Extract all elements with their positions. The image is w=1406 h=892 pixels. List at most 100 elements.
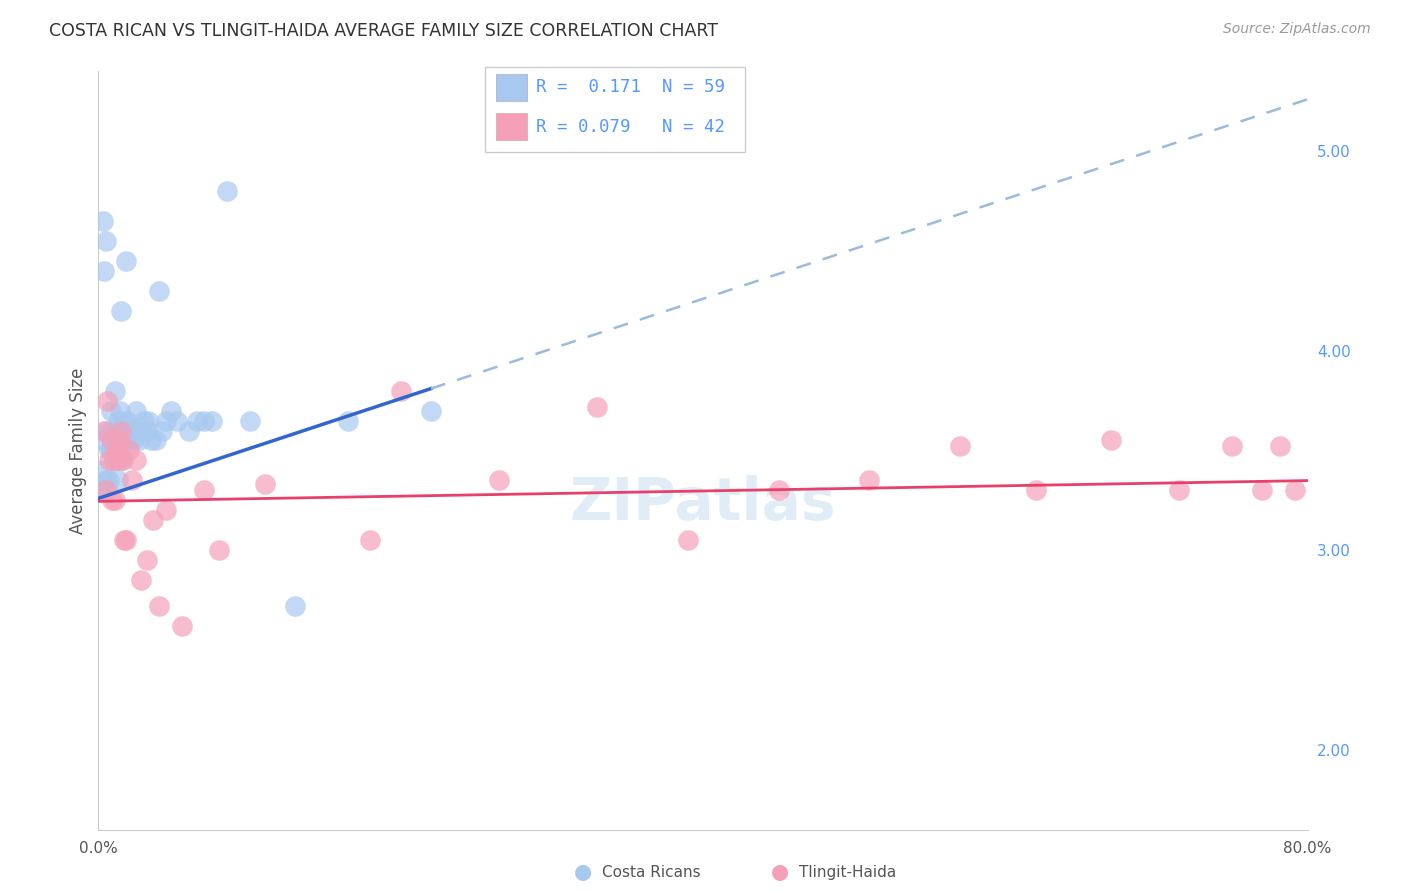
- Point: [111, 453, 134, 467]
- Point: [101, 434, 124, 448]
- Point: [112, 424, 135, 438]
- Point: [91, 214, 114, 228]
- Point: [129, 573, 152, 587]
- Point: [125, 453, 148, 467]
- Point: [108, 434, 131, 448]
- Point: [93, 424, 115, 438]
- Point: [1168, 483, 1191, 498]
- Point: [98, 453, 121, 467]
- Point: [135, 424, 157, 438]
- Point: [96, 424, 118, 438]
- Point: [1251, 483, 1274, 498]
- Point: [108, 403, 131, 417]
- Point: [1284, 483, 1306, 498]
- Point: [104, 384, 127, 398]
- Point: [100, 443, 122, 458]
- Point: [120, 434, 142, 448]
- Point: [107, 453, 129, 467]
- Point: [488, 474, 510, 488]
- Point: [135, 553, 157, 567]
- Point: [100, 434, 122, 448]
- Text: R = 0.079   N = 42: R = 0.079 N = 42: [536, 118, 724, 136]
- Point: [170, 619, 193, 633]
- Point: [336, 413, 359, 427]
- Point: [98, 474, 121, 488]
- Point: [112, 533, 135, 548]
- Point: [125, 403, 148, 417]
- Point: [215, 184, 238, 198]
- Text: ●: ●: [772, 863, 789, 882]
- Point: [179, 424, 201, 438]
- Point: [186, 413, 208, 427]
- Text: ●: ●: [575, 863, 592, 882]
- Point: [1270, 440, 1292, 454]
- Text: Tlingit-Haida: Tlingit-Haida: [799, 865, 896, 880]
- Point: [586, 400, 609, 414]
- Point: [121, 424, 143, 438]
- Point: [105, 434, 128, 448]
- Point: [1024, 483, 1046, 498]
- Point: [122, 434, 145, 448]
- Point: [110, 424, 132, 438]
- Point: [115, 413, 138, 427]
- Point: [128, 434, 150, 448]
- Point: [155, 413, 177, 427]
- Point: [108, 443, 131, 458]
- Point: [949, 440, 972, 454]
- Point: [105, 453, 128, 467]
- Text: COSTA RICAN VS TLINGIT-HAIDA AVERAGE FAMILY SIZE CORRELATION CHART: COSTA RICAN VS TLINGIT-HAIDA AVERAGE FAM…: [49, 22, 718, 40]
- Point: [104, 443, 127, 458]
- Point: [111, 434, 134, 448]
- Text: Source: ZipAtlas.com: Source: ZipAtlas.com: [1223, 22, 1371, 37]
- Point: [96, 483, 118, 498]
- Point: [94, 483, 117, 498]
- Point: [100, 403, 122, 417]
- Point: [98, 443, 121, 458]
- Point: [118, 443, 141, 458]
- Point: [208, 543, 231, 558]
- Text: Costa Ricans: Costa Ricans: [602, 865, 700, 880]
- Point: [284, 599, 307, 613]
- Text: R =  0.171  N = 59: R = 0.171 N = 59: [536, 78, 724, 96]
- Point: [121, 474, 143, 488]
- Point: [160, 403, 183, 417]
- Point: [858, 474, 880, 488]
- Point: [118, 424, 141, 438]
- Point: [1220, 440, 1243, 454]
- Point: [101, 493, 124, 508]
- Point: [114, 253, 136, 268]
- Point: [103, 434, 125, 448]
- Point: [110, 303, 132, 318]
- Point: [389, 384, 412, 398]
- Point: [101, 424, 124, 438]
- Point: [107, 413, 129, 427]
- Point: [768, 483, 790, 498]
- Point: [93, 463, 115, 477]
- Point: [420, 403, 443, 417]
- Point: [103, 453, 125, 467]
- Point: [676, 533, 699, 548]
- Point: [96, 393, 118, 408]
- Point: [90, 483, 112, 498]
- Point: [114, 533, 136, 548]
- Point: [193, 413, 215, 427]
- Point: [107, 474, 129, 488]
- Point: [132, 413, 155, 427]
- Point: [253, 477, 276, 491]
- Point: [141, 434, 163, 448]
- Point: [114, 434, 136, 448]
- Point: [136, 413, 159, 427]
- Point: [93, 264, 115, 278]
- Point: [148, 599, 170, 613]
- Point: [360, 533, 382, 548]
- Point: [239, 413, 262, 427]
- Point: [193, 483, 215, 498]
- Point: [94, 234, 117, 248]
- Point: [94, 474, 117, 488]
- Point: [145, 434, 167, 448]
- Point: [166, 413, 188, 427]
- Point: [155, 503, 177, 517]
- Point: [105, 443, 128, 458]
- Point: [104, 493, 127, 508]
- Point: [111, 413, 134, 427]
